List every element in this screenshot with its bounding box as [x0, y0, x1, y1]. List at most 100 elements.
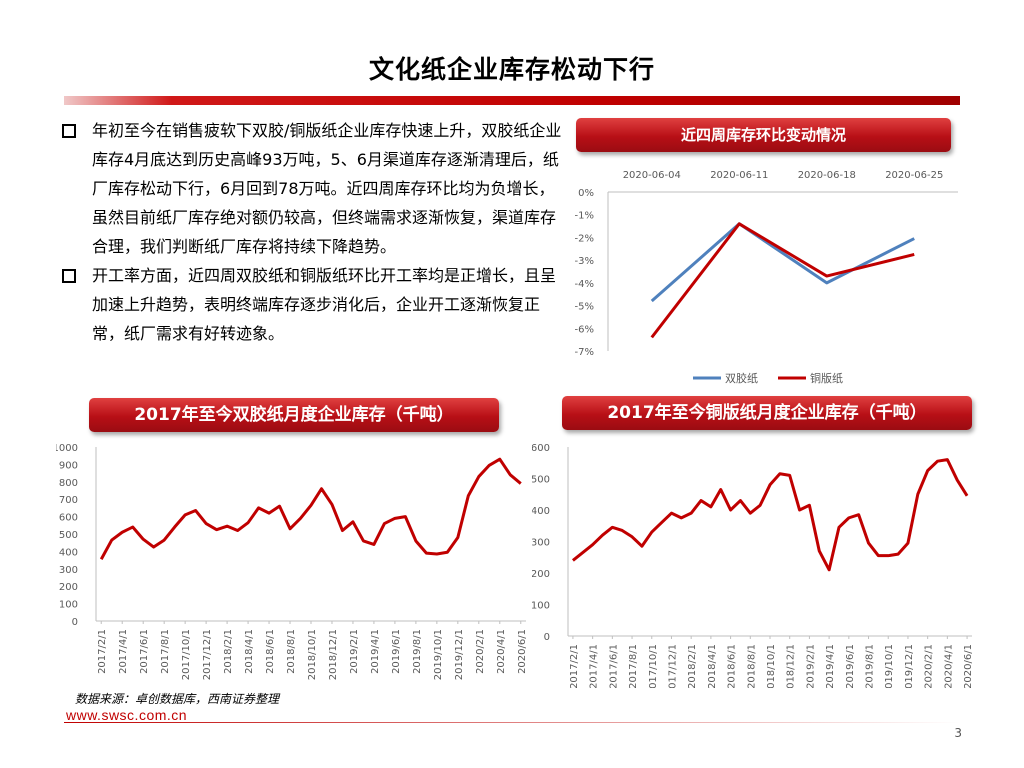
y-tick-label: -7%	[575, 347, 594, 358]
page-number: 3	[954, 726, 962, 740]
x-tick-label: 2019/4/1	[825, 644, 836, 688]
y-tick-label: 600	[532, 443, 550, 454]
series-line-coated	[650, 222, 915, 339]
x-tick-label: 2018/2/1	[687, 644, 698, 688]
y-tick-label: 500	[59, 530, 78, 541]
x-tick-label: 2017/2/1	[569, 644, 580, 688]
chart-title: 2017年至今双胶纸月度企业库存（千吨）	[134, 405, 454, 425]
x-tick-label: 2019/8/1	[412, 629, 423, 674]
x-tick-label: 2017/6/1	[608, 644, 619, 688]
x-tick-label: 2018/12/1	[786, 644, 797, 688]
y-tick-label: -5%	[575, 302, 594, 313]
x-tick-label: 2020/6/1	[517, 629, 528, 674]
x-tick-label: 2017/12/1	[667, 644, 678, 688]
x-tick-label: 2017/6/1	[139, 629, 150, 674]
x-tick-label: 2017/8/1	[160, 629, 171, 674]
x-tick-label: 2020-06-11	[710, 170, 768, 181]
x-tick-label: 2017/2/1	[97, 629, 108, 674]
x-tick-label: 2018/8/1	[746, 644, 757, 688]
x-tick-label: 2020-06-18	[798, 170, 856, 181]
y-tick-label: 600	[59, 513, 78, 524]
legend-label: 双胶纸	[725, 371, 758, 385]
y-tick-label: 200	[532, 569, 550, 580]
x-tick-label: 2020/6/1	[963, 644, 974, 688]
x-tick-label: 2020-06-04	[623, 170, 681, 181]
bullet-item: 开工率方面，近四周双胶纸和铜版纸环比开工率均是正增长，且呈加速上升趋势，表明终端…	[62, 261, 562, 348]
y-tick-label: 1000	[56, 443, 78, 454]
double-offset-paper-inventory-chart: 0 100 200 300 400 500 600 700 800 900 1000 2017/2/1…	[56, 443, 528, 680]
x-tick-label: 2018/8/1	[286, 629, 297, 674]
y-tick-label: -1%	[575, 211, 594, 222]
x-tick-label: 2017/10/1	[181, 629, 192, 680]
y-tick-label: 0	[544, 632, 550, 643]
chart-title: 2017年至今铜版纸月度企业库存（千吨）	[607, 403, 927, 423]
y-tick-label: 100	[532, 601, 550, 612]
x-tick-label: 2018/12/1	[328, 629, 339, 680]
inventory-series-line	[571, 458, 969, 572]
x-tick-label: 2020/2/1	[924, 644, 935, 688]
y-tick-label: -4%	[575, 279, 594, 290]
series-line-double-offset	[650, 222, 915, 303]
x-tick-label: 2019/8/1	[865, 644, 876, 688]
x-tick-label: 2019/6/1	[391, 629, 402, 674]
x-tick-label: 2020/2/1	[475, 629, 486, 674]
page-title: 文化纸企业库存松动下行	[368, 55, 655, 84]
chart-title: 近四周库存环比变动情况	[680, 126, 846, 144]
data-source-note: 数据来源：卓创数据库，西南证券整理	[75, 692, 280, 706]
y-tick-label: 0	[72, 617, 78, 628]
footer-divider	[64, 722, 960, 723]
x-tick-label: 2018/10/1	[766, 644, 777, 688]
y-tick-label: 500	[532, 475, 550, 486]
x-tick-label: 2018/2/1	[223, 629, 234, 674]
x-tick-label: 2019/12/1	[904, 644, 915, 688]
y-tick-label: 300	[59, 565, 78, 576]
bullet-text: 开工率方面，近四周双胶纸和铜版纸环比开工率均是正增长，且呈加速上升趋势，表明终端…	[92, 266, 557, 343]
checkbox-bullet-icon	[62, 124, 76, 138]
x-tick-label: 2020-06-25	[885, 170, 943, 181]
x-tick-label: 2020/4/1	[943, 644, 954, 688]
chart-title-banner: 2017年至今双胶纸月度企业库存（千吨）	[89, 398, 499, 432]
x-tick-label: 2019/12/1	[454, 629, 465, 680]
inventory-series-line	[99, 457, 522, 560]
x-tick-label: 2017/12/1	[202, 629, 213, 680]
y-tick-label: 800	[59, 478, 78, 489]
x-tick-label: 2017/4/1	[118, 629, 129, 674]
x-tick-label: 2018/6/1	[727, 644, 738, 688]
x-tick-label: 2019/6/1	[845, 644, 856, 688]
x-tick-label: 2018/10/1	[307, 629, 318, 680]
bullet-list: 年初至今在销售疲软下双胶/铜版纸企业库存快速上升，双胶纸企业库存4月底达到历史高…	[62, 116, 562, 348]
website-link[interactable]: www.swsc.com.cn	[66, 707, 188, 723]
x-tick-label: 2019/2/1	[805, 644, 816, 688]
y-tick-label: 900	[59, 460, 78, 471]
x-tick-label: 2019/4/1	[370, 629, 381, 674]
y-tick-label: 300	[532, 538, 550, 549]
x-tick-label: 2018/6/1	[265, 629, 276, 674]
y-tick-label: -3%	[575, 256, 594, 267]
y-tick-label: -2%	[575, 233, 594, 244]
chart-title-banner: 近四周库存环比变动情况	[576, 118, 951, 152]
x-tick-label: 2018/4/1	[707, 644, 718, 688]
checkbox-bullet-icon	[62, 269, 76, 283]
legend-label: 铜版纸	[810, 371, 843, 385]
x-tick-label: 2017/8/1	[628, 644, 639, 688]
x-tick-label: 2019/10/1	[884, 644, 895, 688]
y-tick-label: 0%	[578, 188, 594, 199]
y-tick-label: 700	[59, 495, 78, 506]
weekly-change-chart: 0% -1% -2% -3% -4% -5% -6% -7% 2020-06-04 2020-06…	[575, 170, 958, 385]
x-tick-label: 2020/4/1	[496, 629, 507, 674]
title-underline-bar	[64, 96, 960, 105]
coated-paper-inventory-chart: 0 100 200 300 400 500 600 2017/2/1 2017/4/1 2017/…	[532, 443, 974, 688]
x-tick-label: 2018/4/1	[244, 629, 255, 674]
bullet-item: 年初至今在销售疲软下双胶/铜版纸企业库存快速上升，双胶纸企业库存4月底达到历史高…	[62, 116, 562, 261]
y-tick-label: 400	[59, 547, 78, 558]
y-tick-label: 100	[59, 600, 78, 611]
y-tick-label: 400	[532, 506, 550, 517]
chart-title-banner: 2017年至今铜版纸月度企业库存（千吨）	[562, 396, 972, 430]
x-tick-label: 2017/10/1	[648, 644, 659, 688]
bullet-text: 年初至今在销售疲软下双胶/铜版纸企业库存快速上升，双胶纸企业库存4月底达到历史高…	[92, 121, 562, 256]
x-tick-label: 2019/2/1	[349, 629, 360, 674]
x-tick-label: 2019/10/1	[433, 629, 444, 680]
x-tick-label: 2017/4/1	[589, 644, 600, 688]
y-tick-label: -6%	[575, 324, 594, 335]
y-tick-label: 200	[59, 582, 78, 593]
